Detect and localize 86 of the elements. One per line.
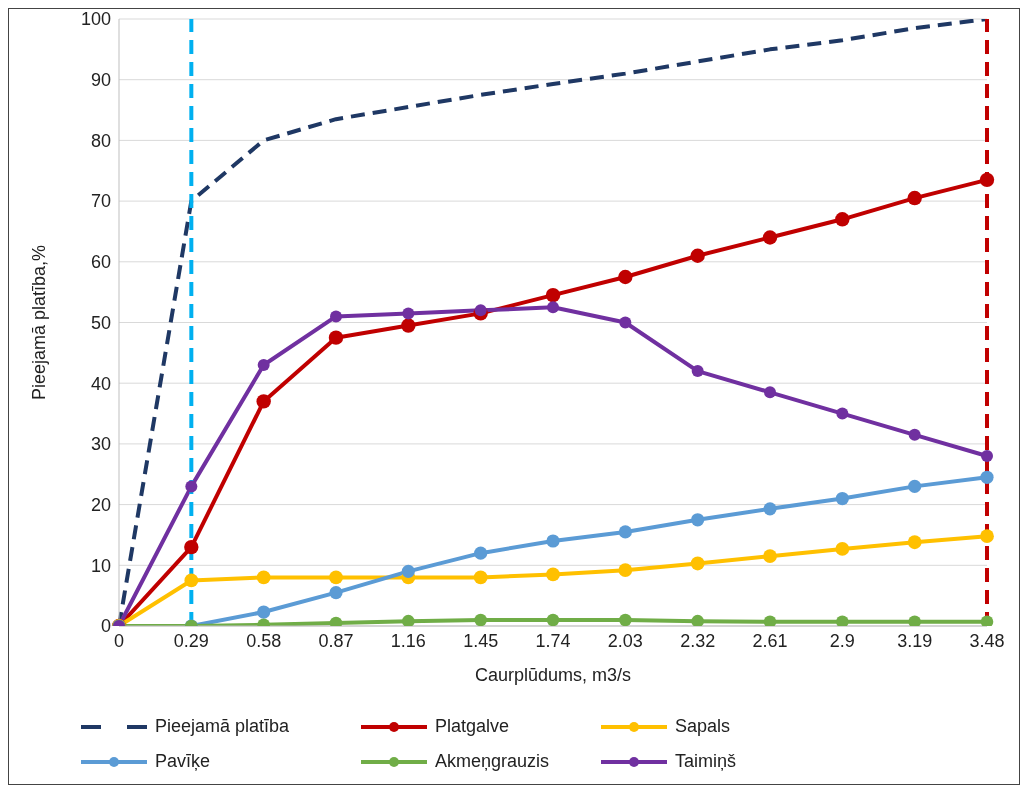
point [763, 502, 777, 516]
point [908, 428, 921, 441]
point [618, 269, 633, 285]
point [980, 470, 994, 484]
x-tick-label: 3.19 [897, 630, 933, 651]
point [257, 358, 270, 371]
point [473, 570, 488, 585]
point [328, 330, 344, 345]
y-tick-label: 10 [90, 555, 111, 576]
point [257, 605, 271, 619]
point [835, 542, 850, 556]
legend-label: Pavīķe [155, 751, 211, 772]
x-tick-label: 3.48 [969, 630, 1005, 651]
point [545, 287, 561, 303]
x-tick-label: 0.29 [173, 630, 209, 651]
point [908, 615, 921, 626]
point [329, 586, 343, 600]
point [763, 615, 777, 626]
point [691, 614, 704, 626]
y-tick-label: 40 [90, 373, 111, 394]
x-tick-label: 0.58 [246, 630, 282, 651]
x-tick-label: 2.9 [829, 630, 855, 651]
y-tick-label: 20 [90, 494, 111, 515]
point [908, 479, 922, 493]
y-tick-label: 90 [90, 70, 111, 91]
point [546, 613, 560, 626]
point [691, 513, 705, 527]
y-tick-label: 50 [90, 312, 111, 333]
point [907, 190, 922, 206]
point [836, 615, 849, 626]
point [256, 394, 271, 409]
point [184, 573, 199, 588]
legend-label: Akmeņgrauzis [435, 751, 550, 772]
y-tick-label: 80 [90, 130, 111, 151]
x-tick-label: 2.61 [752, 630, 788, 651]
point [329, 570, 343, 585]
point [330, 310, 342, 323]
legend-label: Sapals [675, 716, 731, 737]
point [474, 546, 488, 560]
point [907, 535, 922, 550]
point [618, 563, 633, 578]
point [690, 248, 705, 263]
x-tick-label: 2.32 [680, 630, 716, 651]
y-tick-label: 60 [90, 252, 111, 273]
point [474, 304, 487, 317]
point [619, 316, 632, 329]
x-axis-title: Caurplūdums, m3/s [474, 665, 632, 685]
point [185, 480, 198, 493]
x-tick-label: 2.03 [607, 630, 643, 651]
point [764, 386, 776, 399]
point [184, 539, 199, 555]
x-tick-label: 1.74 [535, 630, 571, 651]
y-tick-label: 100 [80, 9, 111, 30]
x-tick-label: 0.87 [318, 630, 354, 651]
point [546, 534, 560, 548]
y-tick-label: 30 [90, 434, 111, 455]
point [546, 567, 560, 582]
point [835, 491, 849, 506]
legend-label: Pieejamā platība [155, 716, 290, 737]
point [256, 570, 271, 585]
point [763, 549, 777, 564]
point [836, 407, 849, 420]
point [547, 301, 559, 314]
point [980, 529, 994, 544]
point [401, 564, 415, 578]
point [401, 318, 416, 333]
point [402, 614, 415, 626]
legend-label: Taimiņš [675, 751, 737, 772]
point [619, 613, 632, 626]
y-axis-title: Pieejamā platība,% [29, 244, 50, 401]
point [618, 525, 632, 539]
point [691, 365, 704, 378]
x-tick-label: 1.45 [463, 630, 499, 651]
y-tick-label: 70 [90, 191, 111, 212]
point [402, 307, 415, 320]
x-tick-label: 1.16 [390, 630, 426, 651]
point [835, 212, 850, 227]
point [981, 450, 993, 463]
point [979, 172, 995, 188]
x-tick-label: 0 [113, 630, 125, 651]
legend-label: Platgalve [435, 716, 510, 737]
point [690, 556, 705, 571]
point [474, 613, 487, 626]
point [762, 230, 778, 245]
point [980, 615, 994, 626]
y-tick-label: 0 [100, 616, 111, 637]
